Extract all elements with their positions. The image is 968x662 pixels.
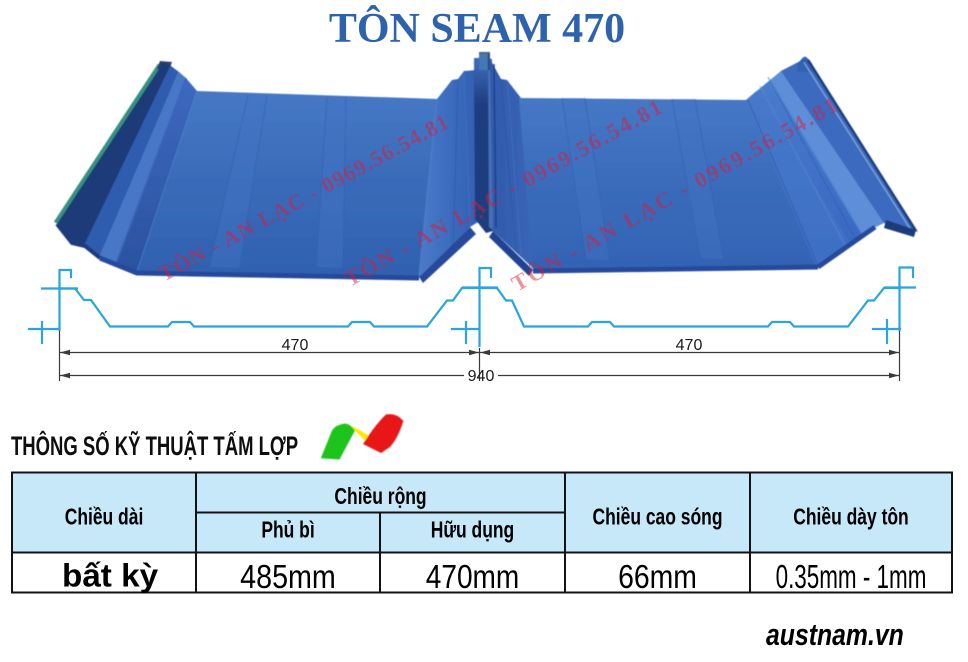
svg-text:0.35mm - 1mm: 0.35mm - 1mm: [776, 558, 927, 595]
svg-text:bất kỳ: bất kỳ: [62, 557, 158, 593]
svg-text:470: 470: [676, 337, 703, 354]
svg-text:Chiều dài: Chiều dài: [65, 505, 144, 530]
svg-text:Chiều cao sóng: Chiều cao sóng: [592, 505, 722, 530]
svg-text:485mm: 485mm: [240, 558, 336, 595]
svg-text:Chiều rộng: Chiều rộng: [334, 485, 426, 510]
svg-text:Hữu dụng: Hữu dụng: [431, 518, 514, 543]
svg-text:470mm: 470mm: [426, 559, 519, 596]
svg-text:470: 470: [282, 337, 309, 354]
svg-text:Phủ bì: Phủ bì: [261, 518, 314, 543]
svg-text:940: 940: [468, 368, 495, 385]
svg-text:66mm: 66mm: [618, 558, 697, 596]
svg-text:Chiều dày tôn: Chiều dày tôn: [793, 505, 908, 530]
